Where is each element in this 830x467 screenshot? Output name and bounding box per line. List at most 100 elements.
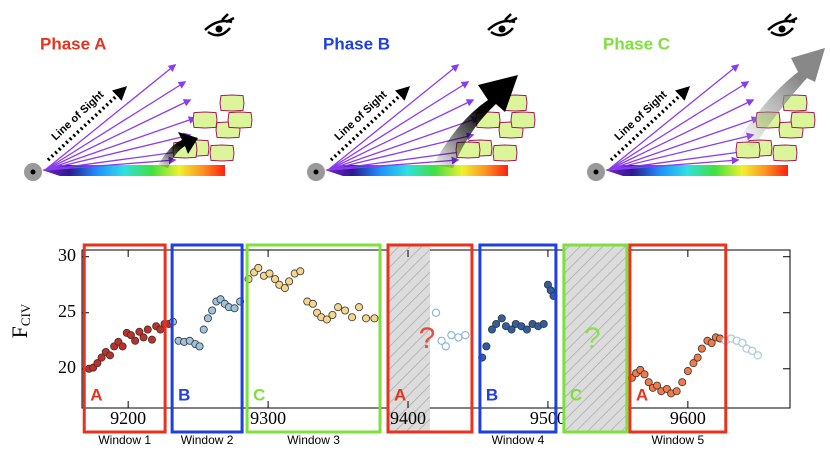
spectrum-bar: [325, 165, 508, 176]
data-point: [280, 284, 289, 293]
data-point: [683, 367, 692, 376]
ray: [327, 64, 460, 171]
data-point: [285, 277, 294, 286]
ray: [607, 146, 757, 171]
sight-label: Line of Sight: [612, 89, 669, 143]
data-point: [322, 315, 331, 324]
phase-title: Phase A: [40, 34, 106, 53]
data-point: [482, 342, 491, 351]
data-point: [370, 314, 379, 323]
window-box: [478, 243, 558, 434]
eye-icon: [767, 13, 798, 37]
window-letter: C: [253, 385, 265, 404]
spectrum-bar: [605, 165, 788, 176]
data-point: [492, 319, 501, 328]
data-point: [265, 269, 274, 278]
eye-pupil: [215, 25, 223, 33]
data-point: [271, 275, 280, 284]
data-point: [653, 381, 662, 390]
ray: [607, 156, 740, 171]
ray: [44, 116, 197, 171]
data-point: [441, 342, 450, 351]
cloud: [227, 111, 253, 129]
cloud: [790, 111, 816, 129]
ray: [327, 116, 480, 171]
data-point: [689, 359, 698, 368]
y-tick-label: 20: [58, 357, 76, 377]
y-label-main: F: [7, 326, 32, 338]
phase-panel: Phase B Line of Sight: [307, 13, 536, 181]
disk-core: [30, 169, 36, 175]
data-point: [497, 314, 506, 323]
data-point: [131, 336, 140, 345]
question-mark: ?: [584, 322, 601, 355]
data-point: [334, 303, 343, 312]
ray: [44, 64, 177, 171]
y-label-sub: CIV: [18, 303, 33, 326]
data-point: [362, 314, 371, 323]
phase-title: Phase C: [603, 34, 670, 53]
data-point: [454, 333, 463, 342]
window-box: [562, 243, 629, 434]
window-letter: B: [486, 385, 498, 404]
data-point: [539, 319, 548, 328]
data-point: [208, 306, 217, 315]
sight-label: Line of Sight: [332, 89, 389, 143]
ray: [44, 132, 192, 171]
cloud: [510, 111, 536, 129]
data-point: [753, 351, 763, 360]
disk-core: [313, 169, 319, 175]
data-point: [678, 378, 687, 387]
x-tick-label: 9200: [110, 408, 146, 428]
cloud: [219, 94, 245, 112]
data-point: [341, 306, 350, 315]
window-label: Window 4: [492, 433, 545, 447]
eye-pupil: [778, 25, 786, 33]
data-point: [348, 313, 357, 322]
data-point: [296, 267, 305, 276]
data-point: [126, 331, 135, 340]
window-box: [386, 243, 474, 434]
y-axis-label: FCIV: [7, 303, 33, 338]
data-point: [147, 335, 156, 344]
window-letter: A: [636, 385, 648, 404]
window-label: Window 1: [98, 433, 151, 447]
eye-icon: [487, 13, 518, 37]
window-letter: B: [178, 385, 190, 404]
question-mark: ?: [419, 322, 436, 355]
phase-panel: Phase A Line of Sight: [24, 13, 253, 181]
cloud: [209, 144, 235, 162]
data-point: [522, 325, 531, 334]
window-letter: A: [394, 385, 406, 404]
window-letter: C: [570, 385, 582, 404]
data-point: [93, 359, 102, 368]
hatched-region: [388, 245, 430, 432]
y-tick-label: 30: [58, 245, 76, 265]
data-point: [143, 325, 152, 334]
cloud: [772, 144, 798, 162]
data-point: [437, 336, 446, 345]
data-point: [328, 310, 337, 319]
ray: [607, 116, 760, 171]
data-point: [507, 325, 516, 334]
window-label: Window 5: [652, 433, 705, 447]
ray: [607, 99, 755, 171]
data-point: [447, 330, 456, 340]
ray: [44, 99, 192, 171]
data-point: [487, 325, 496, 334]
x-tick-label: 9500: [530, 408, 566, 428]
cloud: [492, 144, 518, 162]
spectrum-bar: [42, 165, 225, 176]
window-box: [82, 243, 167, 434]
window-box: [245, 243, 382, 434]
x-tick-label: 9400: [390, 408, 426, 428]
disk-core: [593, 169, 599, 175]
data-point: [644, 378, 653, 387]
y-tick-label: 25: [58, 301, 76, 321]
data-point: [697, 344, 706, 353]
data-point: [693, 353, 702, 362]
x-tick-label: 9300: [250, 408, 286, 428]
window-letter: A: [90, 385, 102, 404]
data-point: [195, 342, 204, 351]
